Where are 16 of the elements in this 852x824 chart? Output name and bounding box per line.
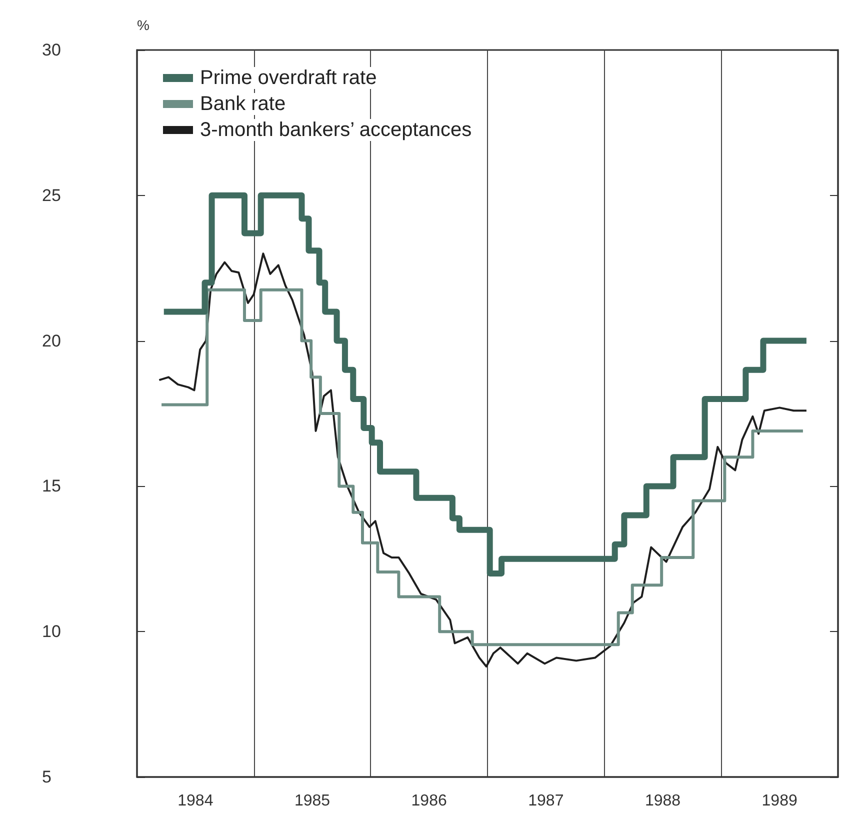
y-tick-label: 10 [42,622,61,642]
y-tick-label: 30 [42,40,61,60]
legend-label: Bank rate [200,93,286,115]
legend-label: 3-month bankers’ acceptances [200,119,472,141]
x-tick-label: 1989 [762,792,798,810]
x-tick-label: 1987 [528,792,564,810]
y-tick-label: 5 [42,768,52,786]
y-tick-label: 20 [42,331,61,350]
legend-label: Prime overdraft rate [200,67,377,89]
y-axis-title: % [137,17,150,33]
y-tick-label: 25 [42,186,61,205]
x-tick-label: 1988 [644,792,681,810]
x-tick-label: 1984 [178,792,214,810]
x-tick-label: 1985 [294,792,330,810]
x-tick-label: 1986 [411,792,447,810]
y-tick-label: 15 [42,476,61,496]
